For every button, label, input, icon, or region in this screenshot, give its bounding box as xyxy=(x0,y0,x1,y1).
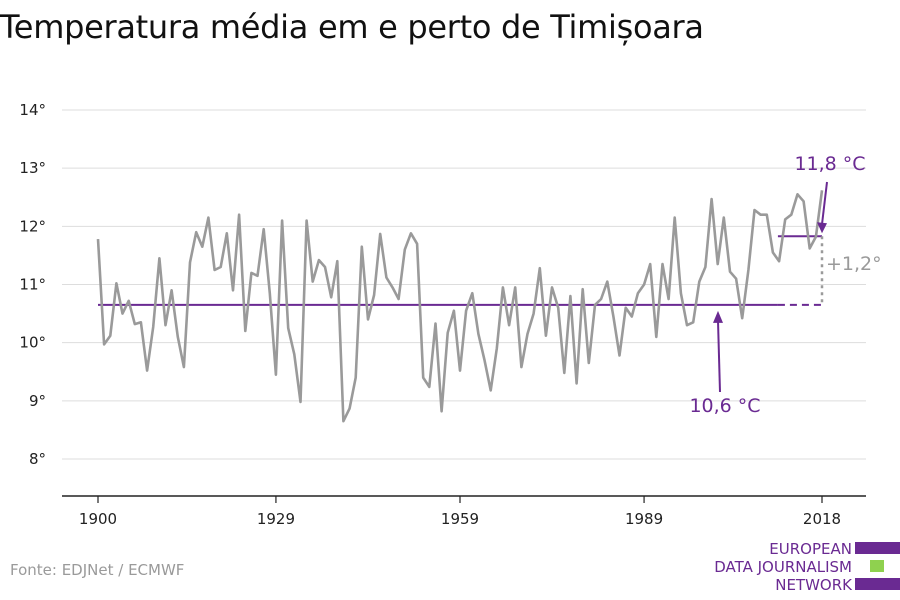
logo-line-1: EUROPEAN xyxy=(769,540,852,558)
recent-arrow-head xyxy=(817,222,827,234)
temperature-series-line xyxy=(96,190,824,423)
y-tick-label-9: 9° xyxy=(29,392,46,410)
y-tick-label-8: 8° xyxy=(29,450,46,468)
recent-mean-label: 11,8 °C xyxy=(794,153,865,175)
reference-lines xyxy=(98,235,824,306)
baseline-arrow-shaft xyxy=(717,320,721,393)
x-tick-label-1900: 1900 xyxy=(79,510,117,528)
x-axis-ticks: 1900 1929 1959 1989 2018 xyxy=(79,496,841,528)
difference-label: +1,2° xyxy=(826,253,882,275)
baseline-mean-label: 10,6 °C xyxy=(689,395,760,417)
chart-title: Temperatura média em e perto de Timișoar… xyxy=(0,8,704,46)
recent-arrow-shaft xyxy=(821,181,828,225)
logo-bar-green xyxy=(870,560,884,572)
logo-bar-purple-top xyxy=(855,542,900,554)
x-tick-label-1989: 1989 xyxy=(625,510,663,528)
y-tick-label-14: 14° xyxy=(19,101,46,119)
annotations: 11,8 °C 10,6 °C +1,2° xyxy=(689,153,881,417)
logo-line-3: NETWORK xyxy=(775,576,852,594)
edjnet-logo: EUROPEAN DATA JOURNALISM NETWORK xyxy=(700,540,900,596)
y-tick-label-11: 11° xyxy=(19,276,46,294)
x-tick-label-1959: 1959 xyxy=(441,510,479,528)
x-tick-label-1929: 1929 xyxy=(257,510,295,528)
logo-bar-purple-bottom xyxy=(855,578,900,590)
x-tick-label-2018: 2018 xyxy=(803,510,841,528)
baseline-arrow-head xyxy=(713,310,723,323)
source-note: Fonte: EDJNet / ECMWF xyxy=(10,561,185,579)
y-tick-label-10: 10° xyxy=(19,334,46,352)
logo-line-2: DATA JOURNALISM xyxy=(714,558,852,576)
y-axis-ticks: 8° 9° 10° 11° 12° 13° 14° xyxy=(19,101,46,468)
y-tick-label-13: 13° xyxy=(19,159,46,177)
y-tick-label-12: 12° xyxy=(19,217,46,235)
